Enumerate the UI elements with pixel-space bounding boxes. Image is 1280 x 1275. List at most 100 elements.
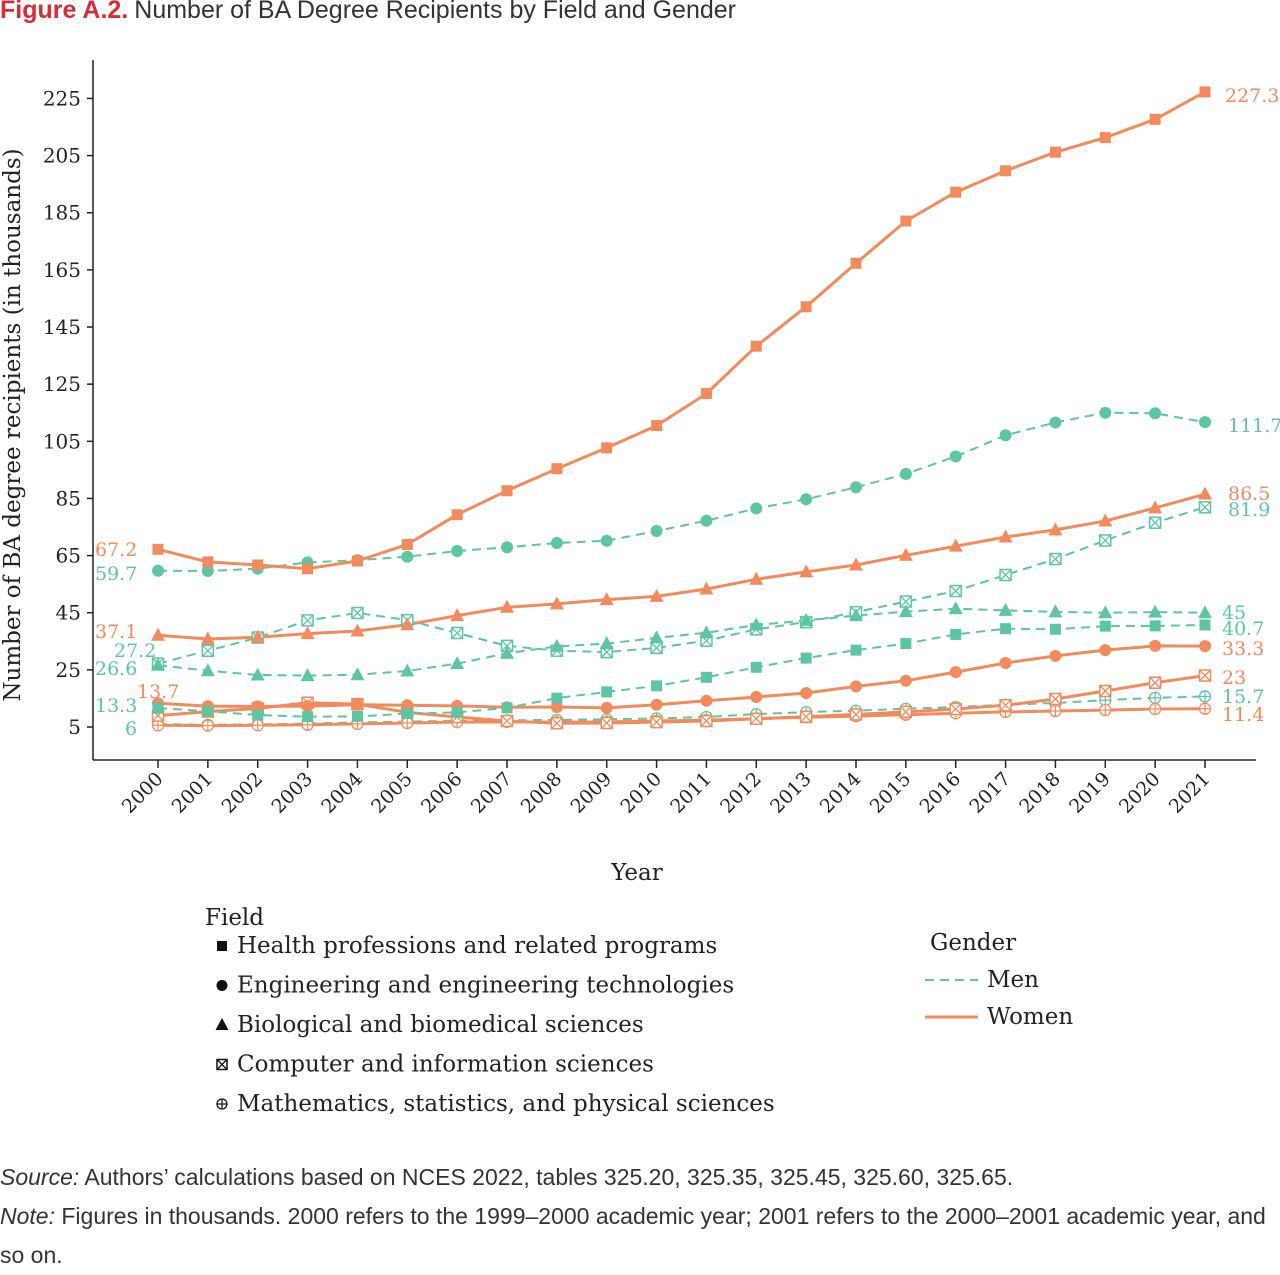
circle-marker	[216, 980, 228, 991]
triangle-marker	[948, 601, 963, 615]
triangle-marker	[151, 627, 165, 641]
triangle-marker	[1048, 522, 1063, 536]
x-tick-label: 2000	[118, 768, 168, 818]
circle-marker	[1149, 407, 1162, 420]
square-marker	[302, 563, 314, 575]
crossed-square-marker	[700, 714, 713, 728]
triangle-marker	[151, 657, 165, 671]
square-marker	[501, 485, 513, 497]
circle-marker	[1198, 416, 1211, 429]
end-data-label: 111.7	[1228, 415, 1280, 437]
crossed-square-marker	[949, 702, 962, 716]
legend-field-items: Health professions and related programs E…	[215, 933, 775, 1117]
end-data-label: 11.4	[1222, 704, 1264, 726]
crossed-square-marker	[1148, 676, 1162, 689]
crossed-square-marker	[600, 716, 613, 730]
legend-field-title: Field	[205, 905, 264, 931]
series-points-men-square	[152, 619, 1211, 723]
circle-plus-marker	[1198, 702, 1212, 715]
square-marker	[900, 215, 912, 227]
y-tick-label: 225	[43, 86, 81, 110]
start-data-label: 26.6	[95, 658, 137, 680]
x-tick-label: 2001	[168, 768, 218, 818]
square-marker	[850, 644, 862, 656]
crossed-square-marker	[500, 714, 514, 728]
square-marker	[601, 442, 613, 454]
square-marker	[1199, 619, 1211, 631]
end-data-label: 81.9	[1228, 499, 1270, 521]
triangle-marker	[998, 602, 1013, 616]
start-data-label: 67.2	[95, 539, 137, 561]
series-line-men-triangle	[157, 607, 1206, 677]
square-marker	[601, 686, 613, 698]
x-tick-label: 2006	[417, 768, 467, 818]
square-marker	[750, 340, 762, 352]
end-data-label: 45	[1222, 602, 1246, 624]
end-data-label: 86.5	[1228, 483, 1270, 505]
legend-gender-items: Men Women	[925, 967, 1073, 1030]
circle-marker	[251, 700, 264, 713]
start-data-label: 13.7	[137, 681, 179, 703]
square-marker	[217, 941, 227, 951]
legend-field-label: Mathematics, statistics, and physical sc…	[237, 1091, 775, 1117]
circle-marker	[152, 564, 164, 577]
triangle-marker	[350, 667, 365, 681]
triangle-marker	[450, 656, 465, 670]
triangle-marker	[499, 645, 514, 659]
x-tick-label: 2015	[866, 768, 916, 818]
square-marker	[1149, 113, 1161, 125]
square-marker	[302, 711, 314, 723]
y-axis-label: Number of BA degree recipients (in thous…	[0, 148, 26, 701]
triangle-marker	[1197, 605, 1212, 619]
crossed-square-marker	[949, 584, 962, 598]
start-data-label: 59.7	[95, 563, 137, 585]
circle-plus-marker	[401, 716, 414, 730]
square-marker	[651, 680, 663, 692]
square-marker	[152, 702, 164, 714]
square-marker	[501, 702, 513, 714]
circle-marker	[949, 450, 962, 463]
circle-marker	[351, 698, 364, 711]
legend-gender-label: Men	[987, 967, 1039, 993]
legend-field-label: Health professions and related programs	[237, 933, 717, 959]
series-points-women-triangle	[151, 486, 1212, 645]
x-tick-label: 2017	[965, 768, 1015, 818]
triangle-marker	[215, 1018, 229, 1030]
y-tick-label: 105	[43, 429, 81, 453]
x-tick-label: 2004	[317, 768, 367, 818]
crossed-square-marker	[351, 606, 364, 620]
series-line-men-circle-plus	[157, 695, 1206, 726]
circle-marker	[899, 467, 912, 480]
legend-item-triangle: Biological and biomedical sciences	[215, 1012, 644, 1038]
y-tick-label: 165	[43, 258, 81, 282]
figure-label: Figure A.2.	[0, 0, 129, 24]
crossed-square-marker	[999, 699, 1012, 712]
circle-plus-marker	[1198, 690, 1212, 703]
legend-gender-label: Women	[987, 1004, 1073, 1030]
triangle-marker	[848, 557, 863, 571]
square-marker	[351, 555, 363, 567]
circle-marker	[750, 691, 763, 704]
x-tick-label: 2011	[666, 768, 716, 818]
circle-marker	[550, 701, 563, 714]
square-marker	[551, 692, 563, 704]
end-data-label: 33.3	[1222, 638, 1264, 660]
circle-marker	[999, 429, 1012, 442]
circle-marker	[650, 698, 663, 711]
square-marker	[1099, 132, 1111, 144]
triangle-marker	[799, 612, 814, 626]
crossed-square-marker	[1198, 669, 1212, 682]
source-label: Source:	[0, 1164, 80, 1190]
triangle-marker	[400, 663, 415, 677]
circle-marker	[999, 657, 1012, 670]
crossed-square-marker	[750, 712, 763, 725]
x-tick-label: 2009	[566, 768, 616, 818]
circle-marker	[600, 534, 613, 547]
series-line-women-square	[157, 90, 1206, 571]
square-marker	[451, 509, 463, 521]
square-marker	[351, 710, 363, 722]
square-marker	[451, 706, 463, 718]
x-tick-label: 2003	[267, 768, 317, 818]
crossed-square-marker	[1049, 692, 1062, 706]
